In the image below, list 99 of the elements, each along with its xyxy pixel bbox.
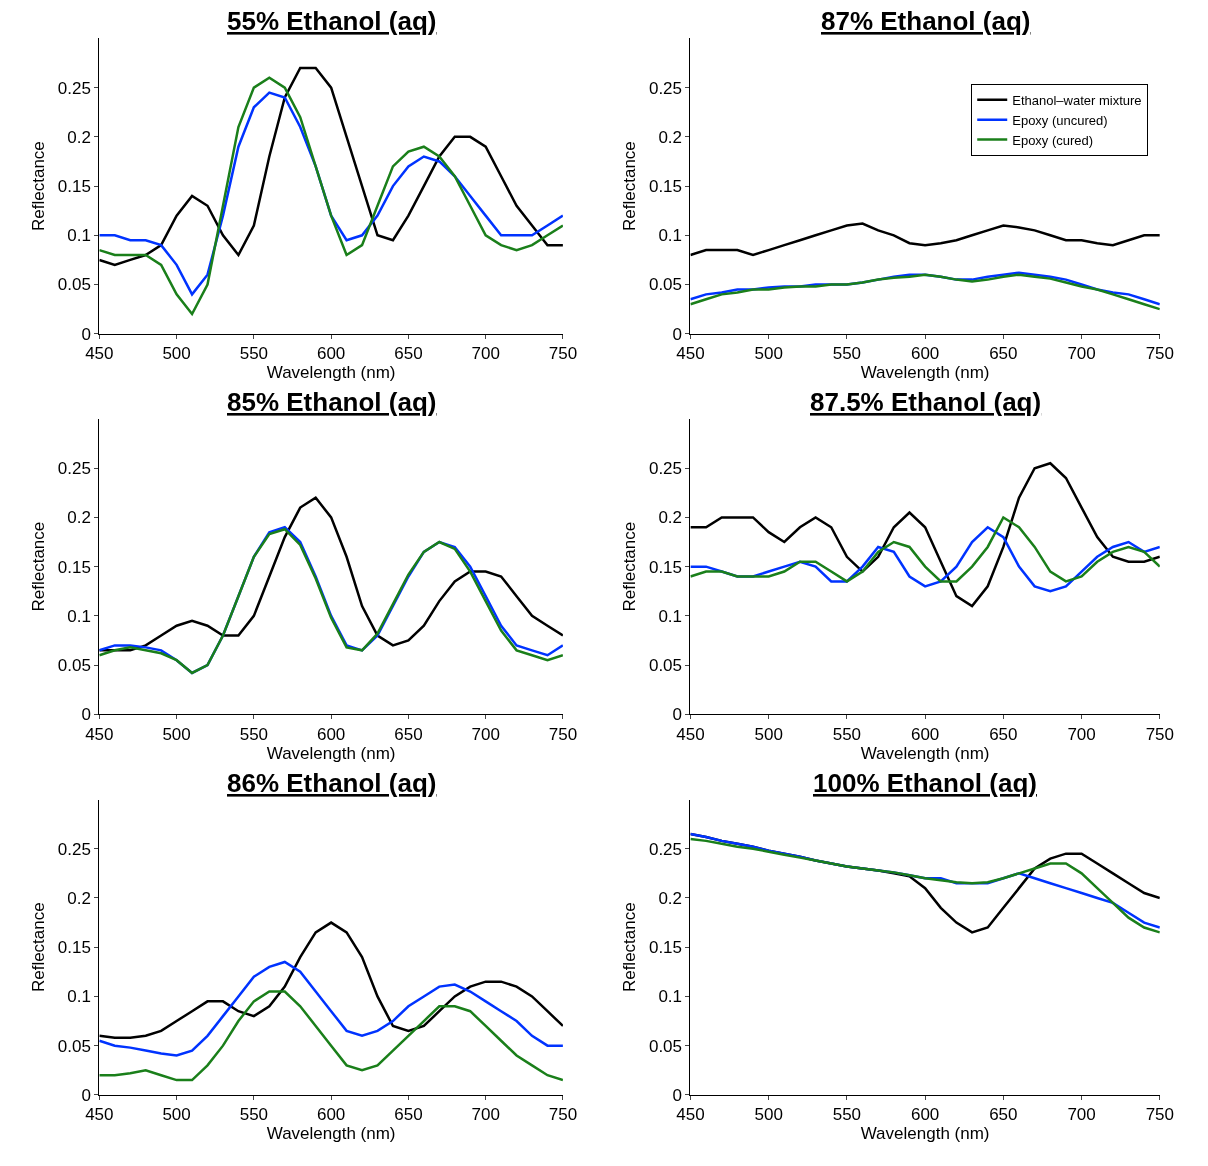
x-tick-label: 550 — [832, 1105, 862, 1125]
y-tick-label: 0.05 — [57, 275, 91, 295]
chart-title: 100% Ethanol (aq) — [813, 768, 1037, 798]
y-tick-label: 0.05 — [648, 275, 683, 295]
x-tick-label: 650 — [989, 724, 1018, 744]
y-tick-label: 0.15 — [648, 938, 683, 958]
x-tick-label: 600 — [316, 724, 346, 744]
x-axis-title: Wavelength (nm) — [860, 363, 990, 383]
x-tick-label: 600 — [910, 724, 940, 744]
x-axis-title: Wavelength (nm) — [860, 743, 990, 763]
y-tick-label: 0.05 — [648, 1036, 683, 1056]
y-tick-label: 0.15 — [648, 557, 683, 577]
legend-label: Ethanol–water mixture — [1012, 92, 1142, 108]
y-axis-title: Reflectance — [29, 141, 49, 231]
x-tick-label: 500 — [754, 724, 783, 744]
y-tick-label: 0.05 — [57, 656, 91, 676]
x-tick-label: 650 — [394, 724, 423, 744]
y-axis-title: Reflectance — [620, 521, 640, 612]
x-axis-title: Wavelength (nm) — [266, 363, 396, 383]
y-tick-label: 0.25 — [648, 459, 683, 479]
x-tick-label: 700 — [471, 724, 500, 744]
x-tick-label: 700 — [471, 344, 500, 364]
y-tick-label: 0.15 — [57, 557, 91, 577]
x-tick-label: 550 — [239, 344, 269, 364]
y-axis-title: Reflectance — [29, 521, 49, 612]
x-tick-label: 450 — [85, 724, 114, 744]
x-tick-label: 650 — [989, 344, 1018, 364]
chart-title: 86% Ethanol (aq) — [227, 768, 437, 798]
legend-label: Epoxy (cured) — [1012, 132, 1094, 148]
chart-title: 87% Ethanol (aq) — [821, 6, 1031, 36]
y-tick-label: 0.25 — [57, 78, 91, 98]
y-axis-title: Reflectance — [620, 141, 640, 231]
x-tick-label: 650 — [989, 1105, 1018, 1125]
x-tick-label: 550 — [832, 724, 862, 744]
x-tick-label: 450 — [85, 344, 114, 364]
y-tick-label: 0.2 — [658, 888, 683, 908]
y-tick-label: 0 — [672, 1085, 683, 1105]
chart-title: 87.5% Ethanol (aq) — [810, 387, 1042, 417]
y-axis-title: Reflectance — [29, 902, 49, 993]
x-tick-label: 500 — [162, 724, 191, 744]
legend-label: Epoxy (uncured) — [1012, 112, 1108, 128]
x-tick-label: 650 — [394, 344, 423, 364]
chart-title: 55% Ethanol (aq) — [227, 6, 437, 36]
x-axis-title: Wavelength (nm) — [266, 1124, 396, 1144]
y-tick-label: 0.2 — [67, 127, 91, 147]
x-tick-label: 750 — [548, 724, 578, 744]
y-tick-label: 0.25 — [648, 839, 683, 859]
x-tick-label: 600 — [910, 344, 940, 364]
x-tick-label: 600 — [910, 1105, 940, 1125]
x-tick-label: 500 — [162, 344, 191, 364]
y-tick-label: 0.15 — [57, 938, 91, 958]
y-tick-label: 0.25 — [57, 459, 91, 479]
y-axis-title: Reflectance — [620, 902, 640, 993]
y-tick-label: 0 — [672, 324, 683, 344]
x-tick-label: 700 — [1067, 724, 1096, 744]
y-tick-label: 0.2 — [658, 127, 683, 147]
y-tick-label: 0.15 — [648, 177, 683, 197]
x-tick-label: 750 — [548, 344, 578, 364]
x-tick-label: 450 — [676, 1105, 705, 1125]
x-tick-label: 450 — [676, 344, 705, 364]
x-tick-label: 500 — [754, 1105, 783, 1125]
y-tick-label: 0.1 — [67, 606, 91, 626]
y-tick-label: 0.1 — [67, 987, 91, 1007]
x-tick-label: 450 — [85, 1105, 114, 1125]
x-tick-label: 500 — [754, 344, 783, 364]
y-tick-label: 0.2 — [67, 888, 91, 908]
y-tick-label: 0.1 — [67, 226, 91, 246]
y-tick-label: 0 — [81, 1085, 91, 1105]
x-tick-label: 500 — [162, 1105, 191, 1125]
y-tick-label: 0.1 — [658, 987, 683, 1007]
x-tick-label: 650 — [394, 1105, 423, 1125]
x-tick-label: 750 — [548, 1105, 578, 1125]
y-tick-label: 0 — [81, 324, 91, 344]
x-tick-label: 450 — [676, 724, 705, 744]
x-tick-label: 750 — [1145, 724, 1175, 744]
x-tick-label: 600 — [316, 344, 346, 364]
x-tick-label: 750 — [1145, 1105, 1175, 1125]
y-tick-label: 0 — [81, 705, 91, 725]
y-tick-label: 0.1 — [658, 606, 683, 626]
chart-title: 85% Ethanol (aq) — [227, 387, 437, 417]
y-tick-label: 0.2 — [67, 508, 91, 528]
x-axis-title: Wavelength (nm) — [266, 743, 396, 763]
x-tick-label: 550 — [239, 724, 269, 744]
y-tick-label: 0.2 — [658, 508, 683, 528]
x-axis-title: Wavelength (nm) — [860, 1124, 990, 1144]
y-tick-label: 0 — [672, 705, 683, 725]
x-tick-label: 700 — [1067, 344, 1096, 364]
y-tick-label: 0.05 — [57, 1036, 91, 1056]
y-tick-label: 0.1 — [658, 226, 683, 246]
y-tick-label: 0.15 — [57, 177, 91, 197]
x-tick-label: 700 — [471, 1105, 500, 1125]
x-tick-label: 600 — [316, 1105, 346, 1125]
x-tick-label: 700 — [1067, 1105, 1096, 1125]
y-tick-label: 0.25 — [648, 78, 683, 98]
x-tick-label: 750 — [1145, 344, 1175, 364]
x-tick-label: 550 — [239, 1105, 269, 1125]
y-tick-label: 0.05 — [648, 656, 683, 676]
y-tick-label: 0.25 — [57, 839, 91, 859]
x-tick-label: 550 — [832, 344, 862, 364]
